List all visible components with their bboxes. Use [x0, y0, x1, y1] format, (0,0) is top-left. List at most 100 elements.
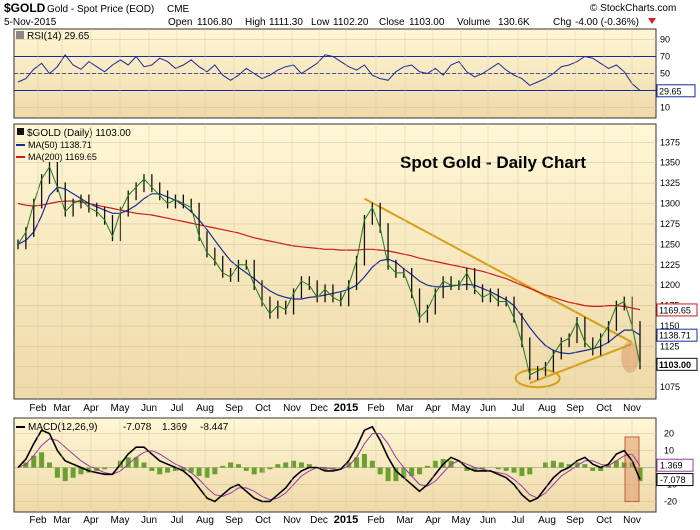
macd-histogram-bar [298, 462, 304, 468]
macd-histogram-bar [590, 467, 596, 471]
macd-histogram-bar [495, 467, 501, 470]
x-tick-label: Sep [566, 515, 584, 526]
macd-histogram-bar [409, 467, 415, 477]
rsi-line [17, 53, 641, 91]
x-tick-label: Jul [171, 515, 184, 526]
price-legend: $GOLD (Daily) 1103.00 [27, 128, 131, 139]
macd-axis-tag [656, 473, 694, 487]
macd-histogram-bar [39, 452, 45, 468]
rsi-tick-label: 10 [660, 103, 670, 113]
x-tick-label: Nov [283, 515, 301, 526]
x-tick-label: Sep [566, 403, 584, 414]
price-tick-label: 1150 [660, 321, 679, 331]
macd-histogram-bar [377, 467, 383, 475]
price-tick-label: 1275 [660, 219, 680, 229]
macd-axis-tag-label: -7.078 [660, 475, 686, 485]
macd-histogram-bar [196, 467, 202, 477]
macd-histogram-bar [424, 465, 430, 468]
x-tick-label: 2015 [334, 402, 358, 414]
price-axis-tag-label: 1169.65 [659, 305, 691, 315]
resistance-trendline [363, 197, 633, 344]
macd-histogram-bar [527, 467, 533, 475]
price-axis-tag-label: 1138.71 [659, 331, 691, 341]
close-label: Close [379, 17, 405, 28]
macd-histogram-bar [149, 467, 155, 471]
macd-histogram-bar [267, 467, 273, 470]
macd-signal-line [17, 433, 641, 501]
macd-histogram-bar [330, 467, 336, 470]
macd-histogram-bar [212, 467, 218, 475]
macd-line [17, 425, 641, 503]
price-tick-label: 1325 [660, 178, 680, 188]
x-tick-label: Jun [480, 515, 496, 526]
chg-label: Chg [553, 17, 571, 28]
macd-histogram-bar [503, 467, 509, 471]
x-tick-label: Feb [29, 403, 47, 414]
x-tick-label: May [452, 403, 471, 414]
macd-legend-value: -8.447 [200, 422, 229, 433]
macd-histogram-bar [54, 467, 60, 478]
macd-histogram-bar [243, 467, 249, 471]
x-tick-label: Feb [29, 515, 47, 526]
ma50-legend: MA(50) 1138.71 [28, 140, 92, 150]
macd-histogram-bar [417, 467, 423, 475]
x-tick-label: Oct [596, 403, 612, 414]
instrument-name: Gold - Spot Price (EOD) [47, 4, 154, 15]
x-tick-label: Feb [367, 515, 385, 526]
x-tick-label: Mar [396, 515, 414, 526]
macd-histogram-bar [464, 467, 470, 471]
open-value: 1106.80 [197, 17, 233, 28]
x-tick-label: Oct [255, 403, 271, 414]
x-tick-label: Jun [141, 515, 157, 526]
price-axis-tag-label: 1103.00 [659, 360, 691, 370]
volume-value: 130.6K [498, 17, 530, 28]
chg-value: -4.00 (-0.36%) [575, 17, 639, 28]
ohlc-row: Open 1106.80 High 1111.30 Low 1102.20 Cl… [168, 17, 656, 28]
macd-histogram-bar [172, 467, 178, 471]
macd-histogram-bar [598, 467, 604, 471]
price-tick-label: 1350 [660, 158, 680, 168]
x-tick-label: Jun [141, 403, 157, 414]
macd-histogram-bar [23, 462, 29, 468]
macd-histogram-bar [259, 467, 265, 473]
macd-axis-tag-label: 1.369 [660, 461, 683, 471]
macd-histogram-bar [70, 467, 76, 478]
low-value: 1102.20 [333, 17, 369, 28]
macd-histogram-bar [157, 467, 163, 475]
macd-histogram-bar [543, 462, 549, 468]
current-price-highlight [621, 341, 640, 374]
macd-histogram-bar [220, 465, 226, 468]
x-tick-label: Jun [480, 403, 496, 414]
rsi-legend: RSI(14) 29.65 [27, 31, 90, 42]
watermark: © StockCharts.com [590, 3, 676, 14]
x-tick-label: May [452, 515, 471, 526]
macd-legend-value: 1.369 [162, 422, 187, 433]
rsi-tick-label: 50 [660, 69, 670, 79]
x-tick-label: Oct [255, 515, 271, 526]
macd-histogram-bar [519, 467, 525, 477]
x-tick-label: Dec [310, 403, 328, 414]
macd-histogram-bar [432, 460, 438, 468]
x-tick-label: Apr [425, 403, 441, 414]
macd-histogram-bar [480, 467, 486, 470]
x-tick-label: Mar [53, 515, 71, 526]
rsi-value-tag [656, 84, 696, 98]
macd-histogram-bar [401, 467, 407, 478]
x-tick-label: Nov [623, 403, 641, 414]
macd-histogram-bar [306, 464, 312, 468]
rsi-tick-label: 90 [660, 35, 670, 45]
macd-histogram-bar [251, 467, 257, 475]
macd-histogram-bar [62, 467, 68, 482]
price-tick-label: 1125 [660, 341, 679, 351]
price-tick-label: 1225 [660, 260, 680, 270]
macd-histogram-bar [165, 467, 171, 473]
macd-histogram-bar [361, 453, 367, 468]
ma200-line [17, 200, 641, 311]
x-tick-label: Aug [538, 403, 556, 414]
x-tick-label: Aug [538, 515, 556, 526]
macd-histogram-bar [511, 467, 517, 473]
macd-histogram-bar [613, 460, 619, 468]
macd-histogram-bar [574, 462, 580, 468]
macd-histogram-bar [385, 467, 391, 482]
